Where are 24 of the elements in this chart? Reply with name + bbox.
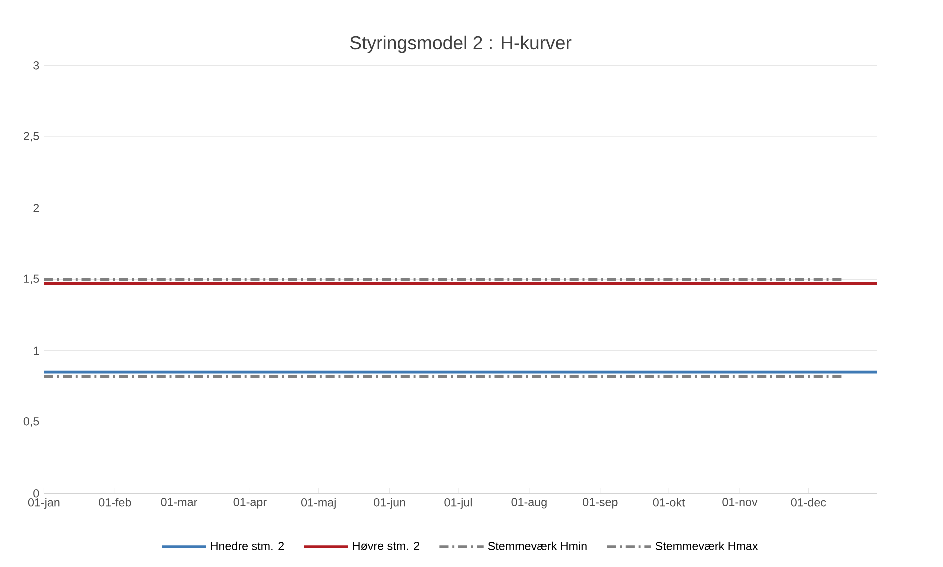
- legend-label: Stemmeværk Hmin: [488, 542, 587, 550]
- y-tick-label: 3: [34, 61, 40, 70]
- y-tick-label: 2,5: [24, 132, 40, 142]
- y-tick-label: 2: [34, 204, 40, 212]
- y-tick-label: 1,5: [24, 274, 40, 284]
- x-tick-label: 01-dec: [791, 498, 826, 507]
- x-tick-label: 01-jan: [28, 498, 60, 509]
- x-tick-label: 01-jul: [444, 498, 472, 509]
- legend-label: Høvre stm. 2: [353, 542, 420, 550]
- legend-label: Hnedre stm. 2: [211, 542, 284, 550]
- y-tick-label: 1: [34, 346, 40, 355]
- chart-title: Styringsmodel 2 : H-kurver: [350, 36, 572, 54]
- x-tick-label: 01-nov: [722, 498, 758, 506]
- x-tick-label: 01-maj: [302, 498, 336, 509]
- x-tick-label: 01-sep: [583, 498, 618, 509]
- x-tick-label: 01-aug: [512, 498, 547, 509]
- x-tick-label: 01-jun: [374, 498, 406, 509]
- y-tick-label: 0: [34, 489, 40, 498]
- x-tick-label: 01-mar: [161, 498, 198, 506]
- x-tick-label: 01-feb: [99, 498, 132, 507]
- x-tick-label: 01-apr: [234, 498, 267, 509]
- x-tick-label: 01-okt: [653, 498, 686, 507]
- y-tick-label: 0,5: [24, 417, 40, 427]
- legend-label: Stemmeværk Hmax: [656, 542, 758, 550]
